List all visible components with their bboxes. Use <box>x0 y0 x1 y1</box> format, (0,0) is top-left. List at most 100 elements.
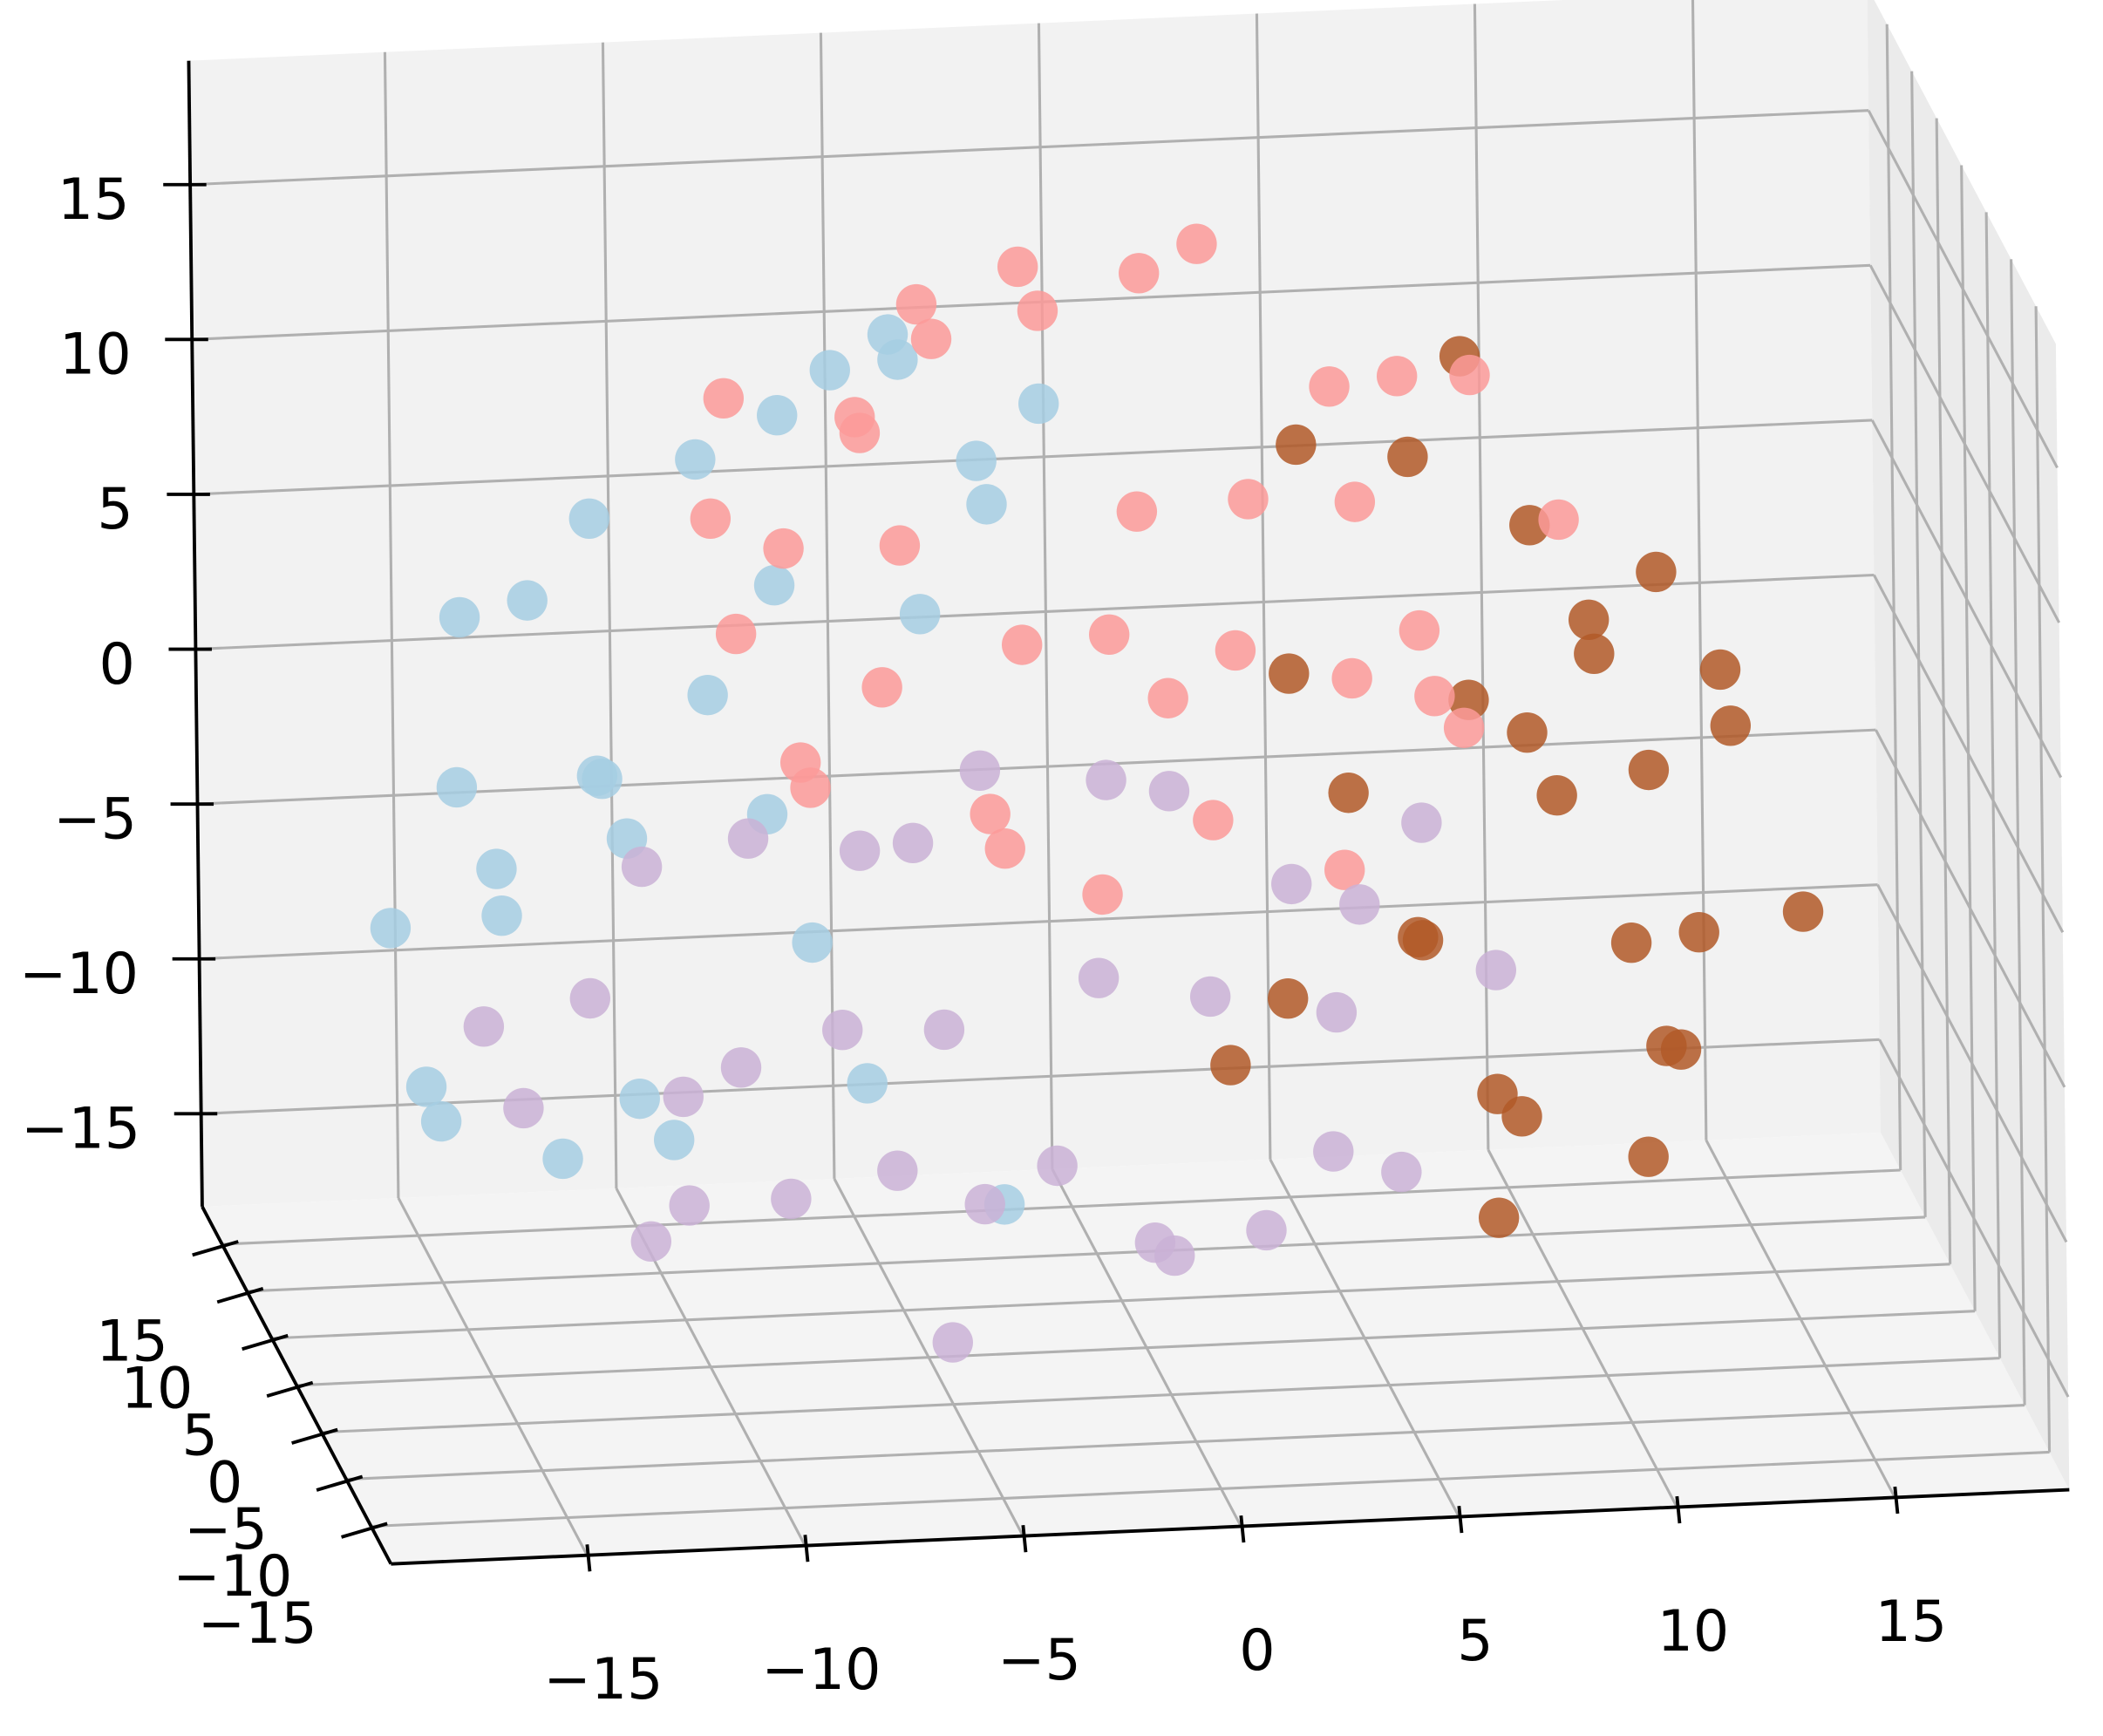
point <box>1147 677 1188 718</box>
point <box>1328 773 1369 814</box>
point <box>1339 884 1380 925</box>
grid-line <box>1885 24 1902 1171</box>
point <box>630 1221 672 1262</box>
point <box>964 1183 1005 1225</box>
point <box>476 848 517 889</box>
grid-line <box>601 42 618 1188</box>
point <box>1414 676 1455 717</box>
z-axis <box>187 60 204 1207</box>
point <box>1402 920 1444 961</box>
point <box>370 908 412 949</box>
point <box>877 339 918 380</box>
grid-line <box>1255 13 1272 1160</box>
point <box>792 922 833 963</box>
grid-line <box>296 1310 1976 1387</box>
y-tick-label: −15 <box>198 1591 317 1657</box>
grid-line <box>197 728 1876 806</box>
grid-line <box>199 883 1878 961</box>
x-tick <box>803 1535 810 1562</box>
grid-line <box>1935 118 1952 1264</box>
x-tick-label: 15 <box>1875 1590 1948 1655</box>
point <box>1381 1151 1422 1193</box>
y-tick-label: −5 <box>184 1497 268 1562</box>
y-tick <box>192 1240 239 1257</box>
grid-line <box>2010 259 2026 1406</box>
point <box>997 246 1038 288</box>
point <box>1636 551 1677 593</box>
grid-line <box>371 1450 2050 1528</box>
point <box>861 667 902 708</box>
point <box>690 498 732 539</box>
point <box>1089 614 1130 655</box>
x-tick-label: −10 <box>761 1637 881 1703</box>
point <box>1210 1045 1251 1086</box>
point <box>839 830 881 871</box>
x-tick <box>1457 1505 1464 1534</box>
grid-line <box>1872 574 2065 933</box>
point <box>568 498 609 539</box>
point <box>1193 800 1234 841</box>
grid-line <box>346 1404 2025 1481</box>
point <box>1176 223 1217 264</box>
point <box>1078 957 1120 998</box>
point <box>569 977 610 1019</box>
grid-line <box>1960 165 1977 1311</box>
x-tick-label: 5 <box>1457 1609 1493 1674</box>
point <box>663 1076 704 1118</box>
point <box>420 1100 462 1142</box>
point <box>1401 802 1442 843</box>
z-tick-label: 0 <box>99 632 135 698</box>
x-tick <box>1893 1486 1900 1515</box>
y-tick <box>242 1333 289 1351</box>
point <box>1086 759 1126 800</box>
point <box>1628 1136 1669 1177</box>
point <box>1660 1029 1702 1070</box>
point <box>1324 849 1365 890</box>
point <box>1228 479 1269 520</box>
point <box>1269 653 1310 694</box>
point <box>956 440 997 481</box>
point <box>923 1009 965 1051</box>
point <box>1316 991 1358 1033</box>
point <box>1678 911 1719 953</box>
point <box>892 822 934 864</box>
point <box>809 350 850 391</box>
point <box>757 395 798 436</box>
point <box>771 1178 812 1220</box>
point <box>576 755 618 796</box>
point <box>1189 976 1231 1018</box>
point <box>1710 705 1752 746</box>
point <box>1017 290 1058 331</box>
z-tick-label: 5 <box>97 477 133 542</box>
x-tick-label: −5 <box>997 1628 1081 1693</box>
point <box>439 596 480 638</box>
z-tick-label: −15 <box>21 1097 140 1162</box>
grid-line <box>321 1357 2000 1434</box>
point <box>877 1150 918 1191</box>
point <box>703 378 745 419</box>
point <box>1443 707 1485 748</box>
grid-line <box>1878 1038 2070 1398</box>
point <box>1246 1209 1287 1251</box>
grid-line <box>2034 306 2052 1453</box>
y-tick <box>216 1286 264 1304</box>
point <box>1477 1073 1518 1114</box>
point <box>763 528 804 569</box>
x-tick <box>585 1544 592 1572</box>
grid-line <box>1868 264 2061 623</box>
point <box>1119 253 1160 294</box>
point <box>507 580 548 621</box>
z-tick-label: −5 <box>53 786 137 852</box>
grid-line <box>1910 71 1927 1217</box>
point <box>1037 1145 1078 1187</box>
point <box>1331 657 1372 699</box>
y-tick <box>341 1522 388 1539</box>
point <box>1399 609 1440 651</box>
y-axis <box>201 1206 393 1565</box>
point <box>839 412 881 453</box>
point <box>959 750 1001 791</box>
series <box>690 223 1579 916</box>
point <box>1449 354 1490 396</box>
x-tick-label: −15 <box>543 1647 663 1712</box>
grid-line <box>819 32 836 1179</box>
